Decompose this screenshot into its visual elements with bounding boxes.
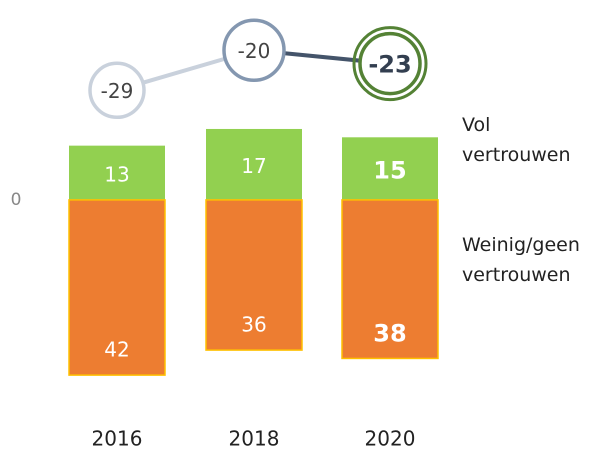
data-label: 36 — [241, 313, 266, 337]
bar-segment — [205, 199, 303, 351]
net-label: -23 — [368, 51, 411, 79]
net-label: -20 — [238, 39, 271, 63]
legend-entry: Weinig/geen vertrouwen — [462, 234, 580, 286]
data-label: 42 — [104, 338, 129, 362]
net-marker-ring — [352, 26, 428, 102]
bar-segment — [68, 199, 166, 376]
legend-entry: Vol vertrouwen — [462, 114, 571, 166]
net-marker — [88, 61, 146, 120]
x-tick-label: 2018 — [229, 427, 280, 451]
x-tick-label: 2020 — [365, 427, 416, 451]
data-label: 38 — [373, 319, 406, 347]
y-tick-label: 0 — [11, 190, 22, 210]
net-marker — [358, 31, 422, 96]
net-marker — [222, 18, 286, 82]
bar-segment — [206, 128, 302, 200]
bar-segment — [341, 199, 439, 360]
net-label: -29 — [101, 79, 134, 103]
data-label: 17 — [241, 154, 266, 178]
bar-segment — [69, 145, 165, 200]
data-label: 15 — [373, 157, 406, 185]
data-label: 13 — [104, 162, 129, 186]
x-tick-label: 2016 — [92, 427, 143, 451]
bar-segment — [342, 137, 438, 200]
